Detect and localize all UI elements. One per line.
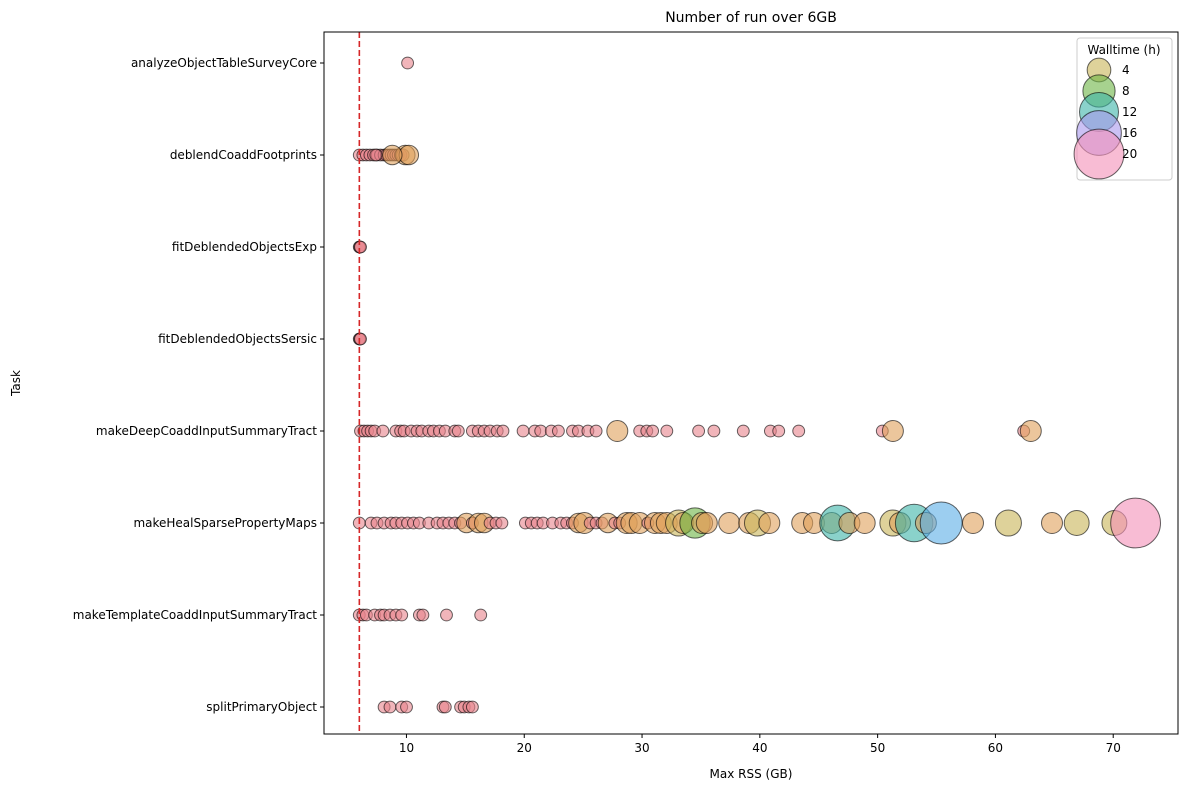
data-point	[1041, 512, 1063, 534]
data-point	[401, 56, 415, 70]
y-tick-label: splitPrimaryObject	[206, 700, 317, 714]
data-point	[881, 420, 904, 442]
chart-title: Number of run over 6GB	[665, 10, 837, 26]
data-point	[707, 424, 721, 438]
x-tick-label: 40	[752, 741, 767, 755]
data-point	[1110, 497, 1161, 549]
data-point	[395, 608, 409, 622]
y-tick-label: deblendCoaddFootprints	[170, 148, 317, 162]
x-tick-label: 60	[988, 741, 1003, 755]
data-point	[994, 509, 1022, 537]
y-tick-label: makeTemplateCoaddInputSummaryTract	[73, 608, 318, 622]
data-point	[438, 700, 452, 714]
y-tick-label: makeHealSparsePropertyMaps	[133, 516, 317, 530]
data-point	[354, 332, 367, 346]
x-tick-label: 10	[399, 741, 414, 755]
data-point	[695, 512, 718, 534]
x-axis-label: Max RSS (GB)	[710, 767, 793, 781]
data-point	[465, 700, 479, 714]
data-point	[1019, 420, 1042, 442]
y-axis-label: Task	[9, 370, 23, 397]
data-point	[383, 700, 397, 714]
data-point	[962, 512, 984, 534]
y-tick-label: analyzeObjectTableSurveyCore	[131, 56, 317, 70]
data-point	[376, 424, 390, 438]
data-point	[451, 424, 465, 438]
legend-marker	[1073, 128, 1125, 180]
data-point	[496, 424, 510, 438]
data-point	[416, 608, 430, 622]
data-point	[534, 424, 548, 438]
x-tick-label: 30	[634, 741, 649, 755]
points-layer	[352, 56, 1161, 714]
data-point	[400, 700, 413, 714]
data-point	[589, 424, 603, 438]
data-point	[853, 512, 876, 534]
data-point	[692, 424, 706, 438]
data-point	[551, 424, 565, 438]
data-point	[495, 516, 509, 530]
y-tick-label: fitDeblendedObjectsExp	[172, 240, 317, 254]
data-point	[474, 608, 488, 622]
data-point	[660, 424, 674, 438]
x-tick-label: 50	[870, 741, 885, 755]
y-tick-label: makeDeepCoaddInputSummaryTract	[96, 424, 317, 438]
legend: Walltime (h) 4 8 12 16 20	[1073, 37, 1173, 181]
y-axis: analyzeObjectTableSurveyCore deblendCoadd…	[73, 56, 324, 714]
plot-frame	[323, 31, 1179, 735]
data-point	[516, 424, 530, 438]
data-point	[792, 424, 806, 438]
x-tick-label: 20	[517, 741, 532, 755]
legend-label: 16	[1122, 126, 1137, 140]
data-point	[736, 424, 750, 438]
data-point	[369, 148, 383, 162]
data-point	[440, 608, 453, 622]
data-point	[772, 424, 786, 438]
y-tick-label: fitDeblendedObjectsSersic	[158, 332, 317, 346]
data-point	[1063, 510, 1090, 536]
data-point	[606, 420, 629, 442]
data-point	[382, 144, 403, 166]
legend-label: 8	[1122, 84, 1130, 98]
legend-label: 20	[1122, 147, 1137, 161]
data-point	[718, 512, 741, 534]
data-point	[758, 512, 781, 534]
x-tick-label: 70	[1106, 741, 1121, 755]
legend-title: Walltime (h)	[1087, 43, 1160, 57]
legend-label: 12	[1122, 105, 1137, 119]
data-point	[354, 240, 367, 254]
data-point	[646, 424, 660, 438]
x-axis: 10 20 30 40 50 60 70	[399, 734, 1121, 755]
legend-label: 4	[1122, 63, 1130, 77]
data-point	[919, 501, 963, 545]
